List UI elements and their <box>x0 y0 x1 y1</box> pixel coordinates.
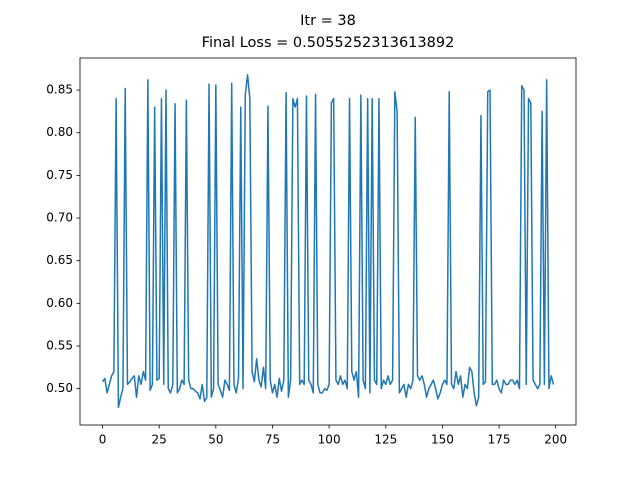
x-tick-label: 100 <box>318 433 341 447</box>
y-tick-label: 0.55 <box>46 339 73 353</box>
y-tick-label: 0.80 <box>46 125 73 139</box>
y-tick-label: 0.85 <box>46 83 73 97</box>
x-tick-label: 175 <box>488 433 511 447</box>
x-tick-label: 0 <box>99 433 107 447</box>
x-tick-label: 150 <box>431 433 454 447</box>
chart-subtitle: Final Loss = 0.5055252313613892 <box>202 35 455 51</box>
x-tick-label: 200 <box>544 433 567 447</box>
x-tick-label: 25 <box>152 433 167 447</box>
plot-frame <box>79 57 577 426</box>
chart-title: Itr = 38 <box>300 13 356 29</box>
x-tick-label: 75 <box>265 433 280 447</box>
y-tick-label: 0.75 <box>46 168 73 182</box>
x-tick-label: 50 <box>208 433 223 447</box>
y-tick-label: 0.60 <box>46 296 73 310</box>
y-tick-label: 0.50 <box>46 381 73 395</box>
data-line <box>101 73 555 409</box>
x-tick-label: 125 <box>374 433 397 447</box>
y-tick-label: 0.65 <box>46 253 73 267</box>
y-tick-label: 0.70 <box>46 211 73 225</box>
